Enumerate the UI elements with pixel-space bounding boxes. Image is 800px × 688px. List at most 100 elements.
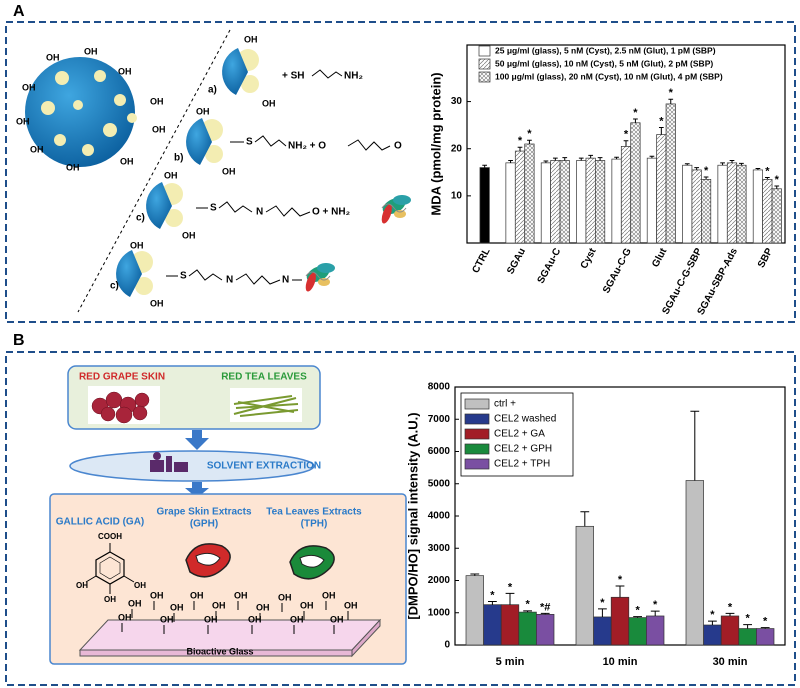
source-label: RED TEA LEAVES (221, 372, 307, 383)
y-tick-label: 8000 (428, 382, 451, 393)
error-bar (633, 616, 642, 618)
nanoparticle (25, 57, 135, 167)
error-bar (755, 168, 761, 170)
significance-label: * (633, 107, 638, 119)
error-bar (517, 146, 523, 152)
significance-label: * (765, 165, 770, 177)
error-bar (658, 127, 664, 135)
oh-label: OH (152, 124, 166, 134)
oh-label: OH (212, 600, 226, 610)
arrow (185, 482, 209, 498)
y-tick-label: 10 (451, 190, 463, 201)
reaction-label: a) (208, 85, 217, 96)
oh-label: OH (130, 240, 144, 250)
chem-text: O (394, 141, 402, 152)
bar (514, 150, 526, 244)
oh-label: OH (344, 600, 358, 610)
panel-label: A (13, 3, 25, 20)
error-bar (729, 160, 735, 163)
x-tick-label: 30 min (713, 656, 748, 668)
error-bar (578, 157, 584, 161)
oh-label: OH (278, 592, 292, 602)
legend-label: ctrl + (494, 399, 516, 410)
error-bar (668, 98, 674, 104)
product-label: (TPH) (301, 519, 328, 530)
bar (536, 614, 555, 646)
extraction-icon (150, 452, 188, 472)
legend-swatch (464, 458, 490, 470)
bar (593, 616, 612, 646)
oh-label: OH (222, 166, 236, 176)
oh-label: OH (150, 96, 164, 106)
error-bar (580, 511, 590, 527)
bar (585, 157, 596, 244)
error-bar (470, 573, 480, 576)
bar (505, 162, 516, 244)
significance-label: * (745, 613, 750, 625)
error-bar (703, 176, 709, 180)
oh-label: OH (234, 590, 248, 600)
chem-text: OH (76, 581, 88, 590)
bond (218, 201, 253, 213)
arrow (185, 430, 209, 450)
error-bar (774, 185, 780, 189)
oh-label: OH (248, 614, 262, 624)
error-bar (720, 162, 725, 166)
bar (736, 164, 747, 244)
error-bar (614, 156, 619, 160)
legend-swatch (478, 45, 491, 57)
oh-label: OH (196, 106, 210, 116)
chem-text: N (282, 275, 289, 286)
source-label: RED GRAPE SKIN (79, 372, 165, 383)
error-bar (482, 164, 488, 168)
bioactive-glass (78, 618, 382, 658)
error-bar (615, 585, 625, 598)
panel-label: B (13, 332, 25, 349)
x-tick-label: SGAu (505, 246, 528, 276)
significance-label: * (710, 609, 715, 621)
legend-swatch (478, 58, 491, 70)
bar (630, 122, 641, 244)
chem-text: + SH (282, 71, 305, 82)
bar (738, 628, 757, 646)
bar (559, 160, 570, 244)
y-tick-label: 7000 (428, 414, 451, 425)
y-tick-label: 3000 (428, 543, 451, 554)
significance-label: *# (540, 601, 550, 613)
bar (611, 158, 622, 244)
oh-label: OH (262, 98, 276, 108)
diagram-b: RED GRAPE SKIN RED TEA LEAVES SOLVENT EX… (49, 365, 407, 665)
oh-label: OH (118, 66, 132, 76)
error-bar (598, 608, 607, 617)
y-tick-label: 0 (444, 640, 450, 651)
bar (682, 164, 693, 244)
bar (720, 615, 740, 646)
x-tick-label: Cyst (579, 246, 599, 271)
error-bar (739, 162, 744, 166)
legend-swatch (478, 71, 491, 83)
oh-label: OH (160, 614, 174, 624)
reaction-label: c) (110, 281, 119, 292)
bar (576, 160, 587, 244)
bar (646, 157, 657, 244)
chem-text: OH (104, 595, 116, 604)
grape-image (88, 386, 160, 424)
oh-label: OH (182, 230, 196, 240)
oh-label: OH (22, 82, 36, 92)
bar (665, 103, 676, 244)
error-bar (488, 600, 497, 605)
error-bar (725, 612, 735, 616)
substrate-label: Bioactive Glass (186, 646, 253, 656)
significance-label: * (763, 615, 768, 627)
error-bar (543, 160, 549, 163)
y-tick-label: 30 (451, 96, 463, 107)
significance-label: * (525, 599, 530, 611)
y-tick-label: 20 (451, 143, 463, 154)
chem-text: NH₂ + O (288, 141, 326, 152)
significance-label: * (704, 165, 709, 177)
error-bar (552, 157, 558, 161)
oh-label: OH (16, 116, 30, 126)
bond (347, 139, 391, 151)
chem-text: N (226, 275, 233, 286)
bar (465, 575, 484, 646)
